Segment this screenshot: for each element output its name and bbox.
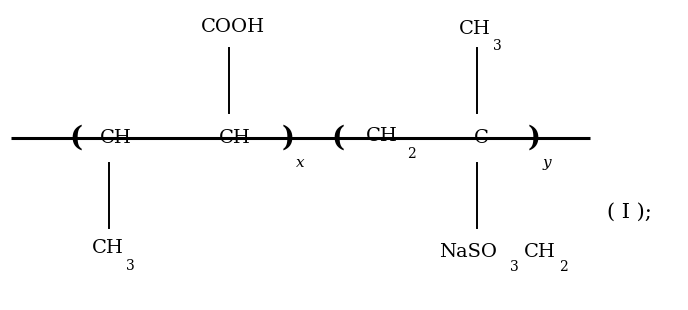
Text: y: y (543, 156, 551, 170)
Text: CH: CH (100, 129, 131, 147)
Text: CH: CH (92, 239, 123, 257)
Text: 3: 3 (510, 260, 519, 274)
Text: CH: CH (366, 127, 398, 145)
Text: C: C (474, 129, 489, 147)
Text: x: x (296, 156, 305, 170)
Text: 3: 3 (126, 259, 135, 272)
Text: 2: 2 (407, 147, 416, 161)
Text: COOH: COOH (201, 18, 266, 36)
Text: ( I );: ( I ); (607, 203, 652, 222)
Text: CH: CH (524, 242, 555, 261)
Text: 2: 2 (559, 260, 568, 274)
Text: ): ) (281, 125, 294, 152)
Text: 3: 3 (493, 39, 502, 54)
Text: (: ( (69, 125, 82, 152)
Text: CH: CH (459, 20, 491, 38)
Text: (: ( (332, 125, 345, 152)
Text: NaSO: NaSO (439, 242, 497, 261)
Text: CH: CH (219, 129, 251, 147)
Text: ): ) (528, 125, 541, 152)
